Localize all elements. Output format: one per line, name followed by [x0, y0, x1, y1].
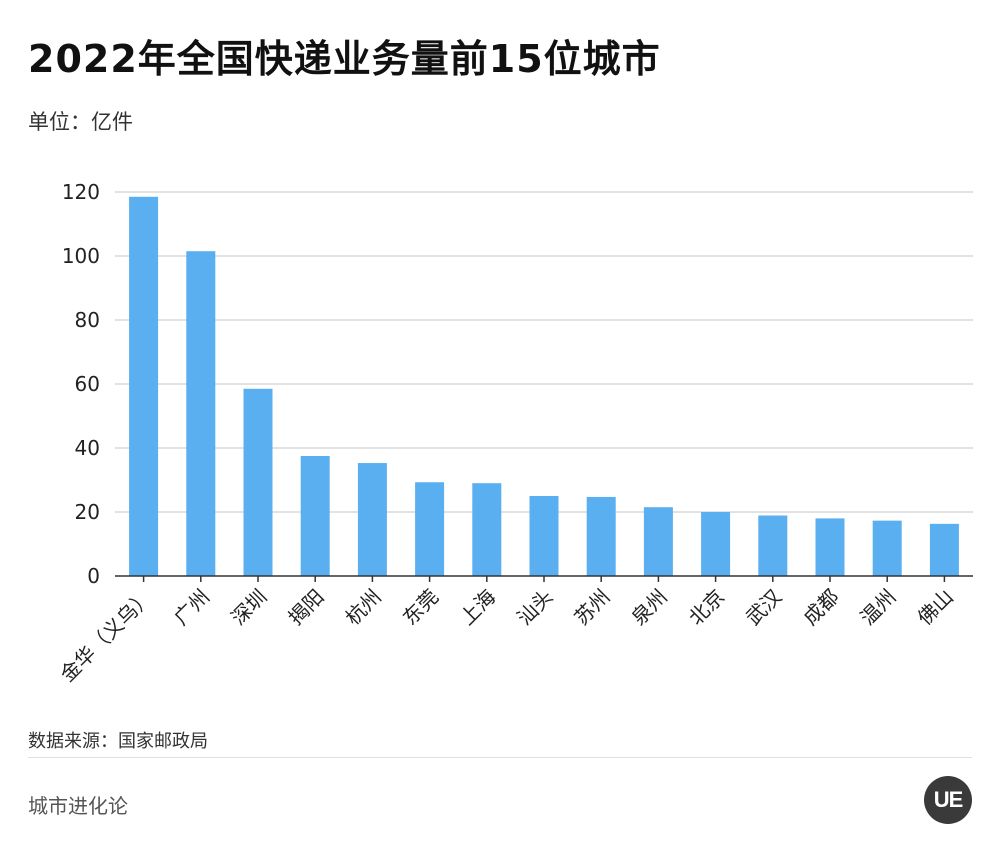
x-category-label: 温州	[855, 585, 900, 630]
x-category-label: 杭州	[341, 585, 386, 630]
bar	[357, 463, 387, 576]
x-category-label: 泉州	[627, 585, 672, 630]
y-tick-label: 60	[75, 372, 100, 396]
bar	[415, 482, 445, 576]
x-category-label: 东莞	[398, 585, 443, 630]
brand-name: 城市进化论	[28, 794, 128, 818]
bar	[586, 496, 616, 576]
x-category-label: 上海	[455, 585, 500, 630]
bar	[701, 512, 731, 576]
x-category-label: 广州	[169, 585, 214, 630]
y-tick-label: 120	[62, 180, 100, 204]
x-category-label: 苏州	[569, 585, 614, 630]
y-tick-label: 100	[62, 244, 100, 268]
bar	[186, 251, 216, 576]
bar	[300, 456, 330, 576]
bar	[872, 520, 902, 576]
bar	[243, 388, 273, 576]
bar	[472, 483, 502, 576]
bar	[643, 507, 673, 576]
chart-title: 2022年全国快递业务量前15位城市	[28, 37, 661, 81]
x-category-label: 揭阳	[283, 585, 328, 630]
x-category-label: 金华（义乌）	[55, 585, 157, 687]
footer-divider	[28, 757, 972, 758]
brand-logo-icon: UE	[924, 776, 972, 824]
unit-label: 单位：亿件	[28, 110, 133, 134]
bar	[529, 496, 559, 576]
bar	[815, 518, 845, 576]
bar	[129, 196, 159, 577]
y-tick-label: 20	[75, 500, 100, 524]
bar	[929, 523, 959, 576]
x-category-label: 武汉	[741, 585, 786, 630]
data-source: 数据来源：国家邮政局	[28, 731, 208, 752]
y-tick-label: 0	[87, 564, 100, 588]
x-category-label: 佛山	[913, 585, 958, 630]
y-tick-label: 40	[75, 436, 100, 460]
x-category-label: 北京	[684, 585, 729, 630]
x-category-label: 汕头	[512, 585, 557, 630]
y-tick-label: 80	[75, 308, 100, 332]
x-category-label: 成都	[798, 585, 843, 630]
bar	[758, 515, 788, 576]
x-category-label: 深圳	[226, 585, 271, 630]
